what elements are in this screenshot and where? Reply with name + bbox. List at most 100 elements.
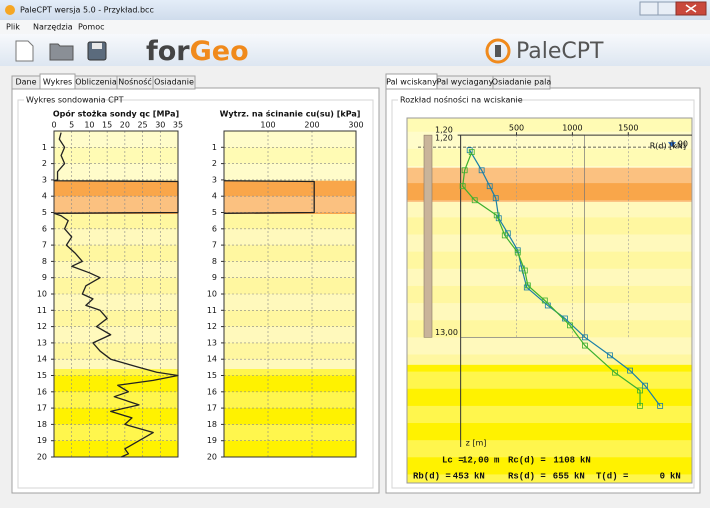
left-group-title-bg xyxy=(24,95,86,105)
y-tick-label: 6 xyxy=(42,224,47,233)
row-stripe xyxy=(407,440,692,458)
row-stripe xyxy=(54,131,178,148)
y-tick-label: 18 xyxy=(37,420,47,429)
point-marker xyxy=(492,195,499,202)
menu-item[interactable]: Narzędzia xyxy=(33,23,73,32)
x-axis-label: R(d) [kN] xyxy=(650,142,686,151)
tab[interactable] xyxy=(152,75,196,90)
soil-layer xyxy=(224,368,356,457)
tab-label[interactable]: Osiadanie pala xyxy=(492,78,552,87)
y-tick-label: 19 xyxy=(37,436,47,445)
soil-layer xyxy=(407,118,692,168)
tab-label[interactable]: Dane xyxy=(15,78,36,87)
soil-layer xyxy=(54,180,178,215)
y-tick-label: 7 xyxy=(42,241,47,250)
y-tick-label: 8 xyxy=(42,257,47,266)
save-label xyxy=(92,43,102,49)
y-tick-label: 9 xyxy=(42,273,47,282)
point-marker xyxy=(607,352,613,359)
row-stripe xyxy=(407,405,692,424)
point-marker xyxy=(657,402,664,409)
y-tick-label: 19 xyxy=(207,436,217,445)
close-x xyxy=(685,4,697,13)
row-stripe xyxy=(224,359,356,376)
pile-head-label: 1,20 xyxy=(435,134,453,143)
tab-label[interactable]: Obliczenia xyxy=(75,78,117,87)
x-tick-label: 25 xyxy=(137,121,147,130)
y-tick-label: 16 xyxy=(207,387,217,396)
tab-label[interactable]: Wykres xyxy=(43,78,72,87)
pile xyxy=(423,134,433,338)
point-marker xyxy=(521,267,528,274)
point-marker xyxy=(486,183,493,190)
row-stripe xyxy=(407,303,692,321)
row-stripe xyxy=(224,196,356,213)
row-stripe xyxy=(407,268,692,286)
y-tick-label: 15 xyxy=(207,371,217,380)
chart-title: Wytrz. na ścinanie cu(su) [kPa] xyxy=(220,109,361,119)
point-marker xyxy=(493,212,500,219)
new-icon[interactable] xyxy=(15,40,34,62)
x-tick-label: 200 xyxy=(304,121,319,130)
result-value: 0 xyxy=(660,471,665,481)
x-tick-label: 35 xyxy=(173,121,183,130)
y-tick-label: 10 xyxy=(37,290,47,299)
profile-line xyxy=(223,180,315,214)
menu-item[interactable]: Pomoc xyxy=(78,23,105,32)
y-tick-label: 7 xyxy=(212,241,217,250)
row-stripe xyxy=(54,196,178,213)
point-marker xyxy=(501,232,508,239)
row-stripe xyxy=(224,131,356,148)
y-tick-label: 17 xyxy=(207,404,217,413)
point-marker xyxy=(468,149,475,156)
tab[interactable] xyxy=(492,75,551,90)
point-marker xyxy=(582,334,588,341)
result-unit: m xyxy=(494,455,500,465)
point-marker xyxy=(642,382,648,389)
window-buttons[interactable] xyxy=(639,1,707,16)
plot-border xyxy=(53,130,179,458)
point-marker xyxy=(466,147,473,154)
row-stripe xyxy=(54,163,178,180)
row-stripe xyxy=(54,391,178,409)
tab-label[interactable]: Pal wciskany xyxy=(386,78,437,87)
row-stripe xyxy=(54,359,178,376)
point-marker xyxy=(541,297,548,304)
title-bar xyxy=(0,0,710,20)
tab-label[interactable]: Osiadanie xyxy=(154,78,194,87)
capacity-line xyxy=(462,151,641,406)
y-tick-label: 11 xyxy=(37,306,47,315)
point-marker xyxy=(627,367,633,374)
left-group xyxy=(17,99,374,489)
right-group-title: Rozkład nośności na wciskanie xyxy=(400,95,523,105)
minimize[interactable] xyxy=(639,1,659,16)
y-tick-label: 13 xyxy=(37,338,47,347)
y-tick-label: 4 xyxy=(42,192,47,201)
soil-layer xyxy=(224,131,356,181)
y-tick-label: 15 xyxy=(37,371,47,380)
maximize[interactable] xyxy=(657,1,677,16)
y-tick-label: 20 xyxy=(37,453,47,462)
tab-label[interactable]: Pal wyciagany xyxy=(437,78,494,87)
window-title: PaleCPT wersja 5.0 - Przykład.bcc xyxy=(20,6,154,15)
profile-line xyxy=(53,132,179,458)
right-group xyxy=(391,99,695,489)
palecpt-icon xyxy=(485,38,511,64)
point-marker xyxy=(582,342,588,349)
point-marker xyxy=(567,322,573,329)
toolbar xyxy=(0,34,710,66)
row-stripe xyxy=(224,424,356,441)
x-tick-label: 10 xyxy=(84,121,94,130)
result-unit: kN xyxy=(574,471,585,481)
open-icon[interactable] xyxy=(49,43,74,61)
menu-item[interactable]: Plik xyxy=(6,23,20,32)
plot-border xyxy=(406,117,693,484)
point-marker xyxy=(478,167,485,174)
result-value: 655 xyxy=(553,471,569,481)
y-tick-label: 1 xyxy=(212,143,217,152)
pile-toe-label: 13,00 xyxy=(435,328,458,337)
soil-layer xyxy=(224,180,356,215)
tab-label[interactable]: Nośność xyxy=(118,77,152,87)
water-marker xyxy=(668,142,676,148)
row-stripe xyxy=(54,326,178,343)
